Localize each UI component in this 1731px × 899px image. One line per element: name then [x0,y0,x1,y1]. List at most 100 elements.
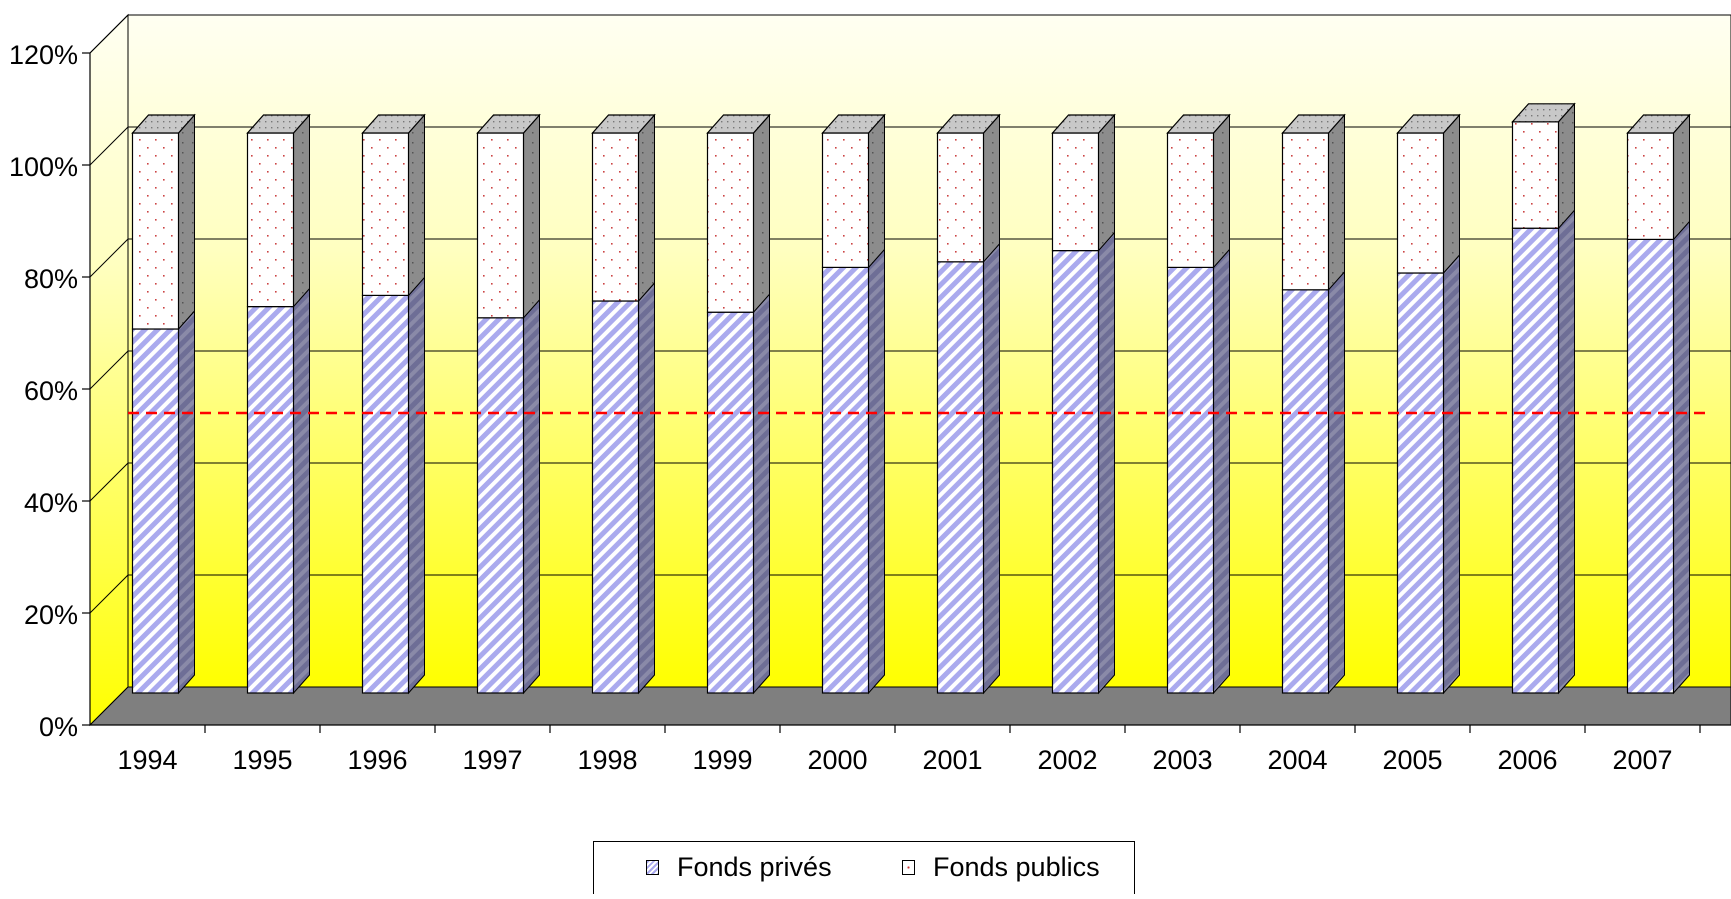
bar-side-fonds-prives [1328,270,1345,695]
bar-fonds-publics [131,132,180,330]
bar-fonds-publics [591,132,640,302]
bar-top [1281,114,1346,134]
legend-item-fonds-publics: Fonds publics [902,852,1100,883]
bar-group [821,113,886,695]
bar-side-fonds-prives [983,242,1000,695]
bar-side-fonds-publics [753,113,770,314]
x-tick-label: 1998 [577,745,637,775]
y-tick-label: 0% [39,712,78,742]
bar-fonds-publics [1281,132,1330,291]
bar-side-fonds-publics [293,113,310,308]
bar-fonds-publics [246,132,295,308]
x-tick-label: 1996 [347,745,407,775]
bar-group [1396,113,1461,695]
bar-side-fonds-prives [1213,248,1230,695]
bar-fonds-prives [591,300,640,694]
x-tick-label: 2006 [1497,745,1557,775]
bar-fonds-prives [1051,250,1100,694]
y-tick-label: 120% [9,40,78,70]
bar-fonds-prives [936,261,985,694]
x-tick-label: 1995 [232,745,292,775]
bar-group [591,113,656,695]
bar-top [361,114,426,134]
bar-fonds-prives [1626,238,1675,694]
gridline-depth [89,350,129,390]
bar-side-fonds-publics [408,113,425,297]
bar-group [1051,113,1116,695]
bar-side-fonds-publics [1443,113,1460,275]
bar-side-fonds-prives [178,309,195,695]
bar-top [476,114,541,134]
bar-fonds-publics [476,132,525,319]
x-tick-label: 2000 [807,745,867,775]
bar-fonds-prives [131,328,180,694]
bar-top [936,114,1001,134]
bar-fonds-prives [361,294,410,694]
y-tick-label: 20% [24,600,78,630]
bar-top [1166,114,1231,134]
bar-top [1051,114,1116,134]
bar-side-fonds-publics [983,113,1000,264]
bar-fonds-prives [821,266,870,694]
x-tick-label: 2005 [1382,745,1442,775]
legend: Fonds privés Fonds publics [593,841,1135,894]
bar-side-fonds-prives [408,276,425,695]
y-tick-label: 80% [24,264,78,294]
legend-item-fonds-prives: Fonds privés [646,852,832,883]
bar-side-fonds-prives [1673,220,1690,695]
bar-top [131,114,196,134]
legend-swatch-fonds-prives [646,860,659,875]
x-tick-label: 1999 [692,745,752,775]
bar-side-fonds-publics [868,113,885,269]
bar-group [131,113,196,695]
bar-top [1396,114,1461,134]
x-tick-label: 1997 [462,745,522,775]
bar-fonds-publics [1511,121,1560,229]
bar-fonds-publics [936,132,985,263]
gridline-depth [89,462,129,502]
bar-group [246,113,311,695]
bar-side-fonds-publics [1213,113,1230,269]
x-tick-label: 2001 [922,745,982,775]
bar-side-fonds-prives [868,248,885,695]
bar-fonds-publics [1166,132,1215,268]
bar-side-fonds-publics [1558,102,1575,230]
bar-fonds-publics [1396,132,1445,274]
bar-side-fonds-prives [1443,253,1460,695]
bar-fonds-publics [1626,132,1675,241]
chart-floor [88,686,1731,726]
chart-bars [131,102,1691,695]
gridline-depth [89,238,129,278]
bar-group [361,113,426,695]
bar-fonds-publics [361,132,410,296]
bar-side-fonds-prives [1098,231,1115,695]
bar-fonds-prives [1396,272,1445,694]
bar-side-fonds-prives [638,281,655,695]
x-tick-label: 2004 [1267,745,1327,775]
bar-side-fonds-publics [1673,113,1690,241]
legend-swatch-fonds-publics [902,860,915,875]
bar-side-fonds-publics [523,113,540,320]
bar-side-fonds-publics [1328,113,1345,292]
bar-group [476,113,541,695]
legend-label-fonds-publics: Fonds publics [933,852,1100,882]
bar-fonds-publics [1051,132,1100,252]
x-axis-tick-labels: 1994 1995 1996 1997 1998 1999 2000 2001 2002 2003… [117,745,1672,775]
bar-top [1626,114,1691,134]
bar-side-fonds-publics [178,113,195,331]
bar-side-fonds-prives [293,287,310,695]
bar-top [591,114,656,134]
gridline-depth [89,126,129,166]
bar-side-fonds-publics [1098,113,1115,252]
x-tick-label: 2007 [1612,745,1672,775]
bar-fonds-publics [706,132,755,313]
bar-group [1626,113,1691,695]
bar-fonds-prives [476,317,525,694]
bar-group [706,113,771,695]
bar-side-fonds-prives [523,298,540,695]
bar-group [936,113,1001,695]
bar-top [706,114,771,134]
bar-side-fonds-publics [638,113,655,303]
